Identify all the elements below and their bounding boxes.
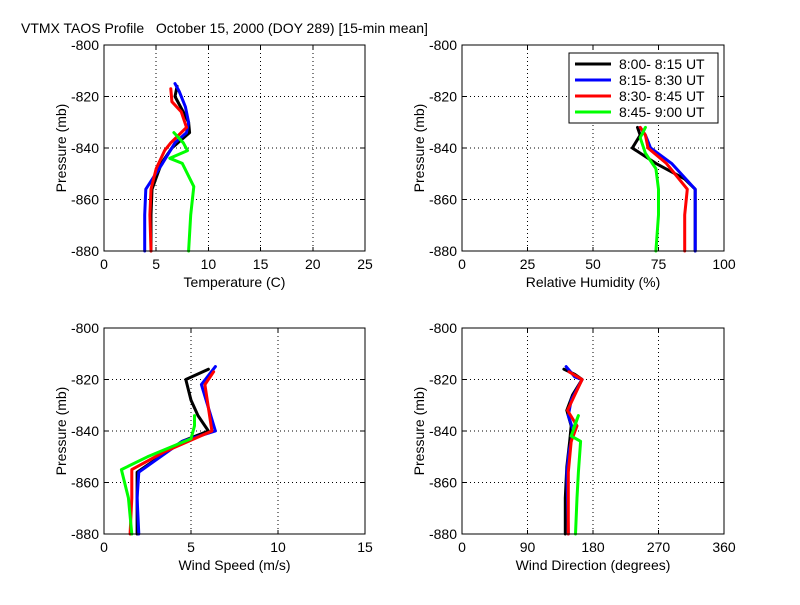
axes-frame xyxy=(103,44,366,252)
x-tick-label: 75 xyxy=(651,256,667,272)
x-tick-label: 0 xyxy=(100,256,108,272)
x-tick-label: 270 xyxy=(647,539,671,555)
x-tick-label: 90 xyxy=(520,539,536,555)
x-tick-label: 25 xyxy=(520,256,536,272)
series-line-3 xyxy=(148,87,188,253)
y-tick-label: -860 xyxy=(429,475,457,491)
y-tick-label: -880 xyxy=(71,243,99,259)
x-tick-label: 5 xyxy=(187,539,195,555)
y-tick-label: -860 xyxy=(71,475,99,491)
y-tick-label: -820 xyxy=(71,372,99,388)
x-tick-label: 20 xyxy=(305,256,321,272)
subplot-2: 0 25 50 75 100 -800 -820 -840 -860 -880 Relative H… xyxy=(411,37,736,290)
legend-label-1: 8:00- 8:15 UT xyxy=(619,56,705,72)
x-tick-label: 10 xyxy=(270,539,286,555)
subplot-4: 0 90 180 270 360 -800 -820 -840 -860 -880 Wind Dir… xyxy=(411,320,736,573)
series-line-4 xyxy=(168,131,196,253)
y-tick-label: -820 xyxy=(429,372,457,388)
axes-frame xyxy=(103,327,366,535)
series-line-1 xyxy=(135,367,210,536)
y-axis-label: Pressure (mb) xyxy=(411,104,427,193)
series-line-2 xyxy=(143,82,191,253)
x-tick-label: 25 xyxy=(357,256,373,272)
figure-title: VTMX TAOS Profile October 15, 2000 (DOY … xyxy=(21,20,428,36)
x-axis-label: Temperature (C) xyxy=(184,274,286,290)
legend-label-2: 8:15- 8:30 UT xyxy=(619,72,705,88)
legend: 8:00- 8:15 UT8:15- 8:30 UT8:30- 8:45 UT8… xyxy=(568,52,719,124)
y-tick-label: -840 xyxy=(429,423,457,439)
legend-label-3: 8:30- 8:45 UT xyxy=(619,88,705,104)
y-tick-label: -880 xyxy=(429,526,457,542)
x-tick-label: 10 xyxy=(201,256,217,272)
x-tick-label: 180 xyxy=(581,539,605,555)
series-line-4 xyxy=(119,414,196,536)
series-line-3 xyxy=(128,370,216,536)
series-line-4 xyxy=(638,125,660,253)
x-tick-label: 5 xyxy=(152,256,160,272)
subplot-3: 0 5 10 15 -800 -820 -840 -860 -880 Wind Speed (m/… xyxy=(53,320,373,573)
y-tick-label: -840 xyxy=(429,140,457,156)
x-axis-label: Wind Speed (m/s) xyxy=(178,557,290,573)
x-tick-label: 360 xyxy=(712,539,736,555)
series-line-3 xyxy=(566,370,584,536)
x-tick-label: 0 xyxy=(458,256,466,272)
x-tick-label: 15 xyxy=(253,256,269,272)
axes-frame xyxy=(461,327,725,535)
series-line-2 xyxy=(135,365,217,536)
y-tick-label: -860 xyxy=(71,192,99,208)
y-tick-label: -800 xyxy=(71,37,99,53)
x-tick-label: 100 xyxy=(712,256,736,272)
legend-label-4: 8:45- 9:00 UT xyxy=(619,104,705,120)
y-tick-label: -800 xyxy=(429,320,457,336)
x-tick-label: 0 xyxy=(458,539,466,555)
y-tick-label: -880 xyxy=(429,243,457,259)
y-tick-label: -840 xyxy=(71,140,99,156)
y-tick-label: -800 xyxy=(429,37,457,53)
x-axis-label: Wind Direction (degrees) xyxy=(516,557,671,573)
series-line-3 xyxy=(638,125,689,253)
y-axis-label: Pressure (mb) xyxy=(411,387,427,476)
y-tick-label: -800 xyxy=(71,320,99,336)
y-tick-label: -820 xyxy=(429,89,457,105)
y-tick-label: -860 xyxy=(429,192,457,208)
x-tick-label: 15 xyxy=(357,539,373,555)
subplot-1: 0 5 10 15 20 25 -800 -820 -840 -860 -880 Temperatur… xyxy=(53,37,373,290)
x-axis-label: Relative Humidity (%) xyxy=(526,274,661,290)
y-tick-label: -820 xyxy=(71,89,99,105)
y-axis-label: Pressure (mb) xyxy=(53,387,69,476)
series-line-4 xyxy=(569,414,583,536)
x-tick-label: 50 xyxy=(585,256,601,272)
y-tick-label: -840 xyxy=(71,423,99,439)
y-axis-label: Pressure (mb) xyxy=(53,104,69,193)
y-tick-label: -880 xyxy=(71,526,99,542)
x-tick-label: 0 xyxy=(100,539,108,555)
